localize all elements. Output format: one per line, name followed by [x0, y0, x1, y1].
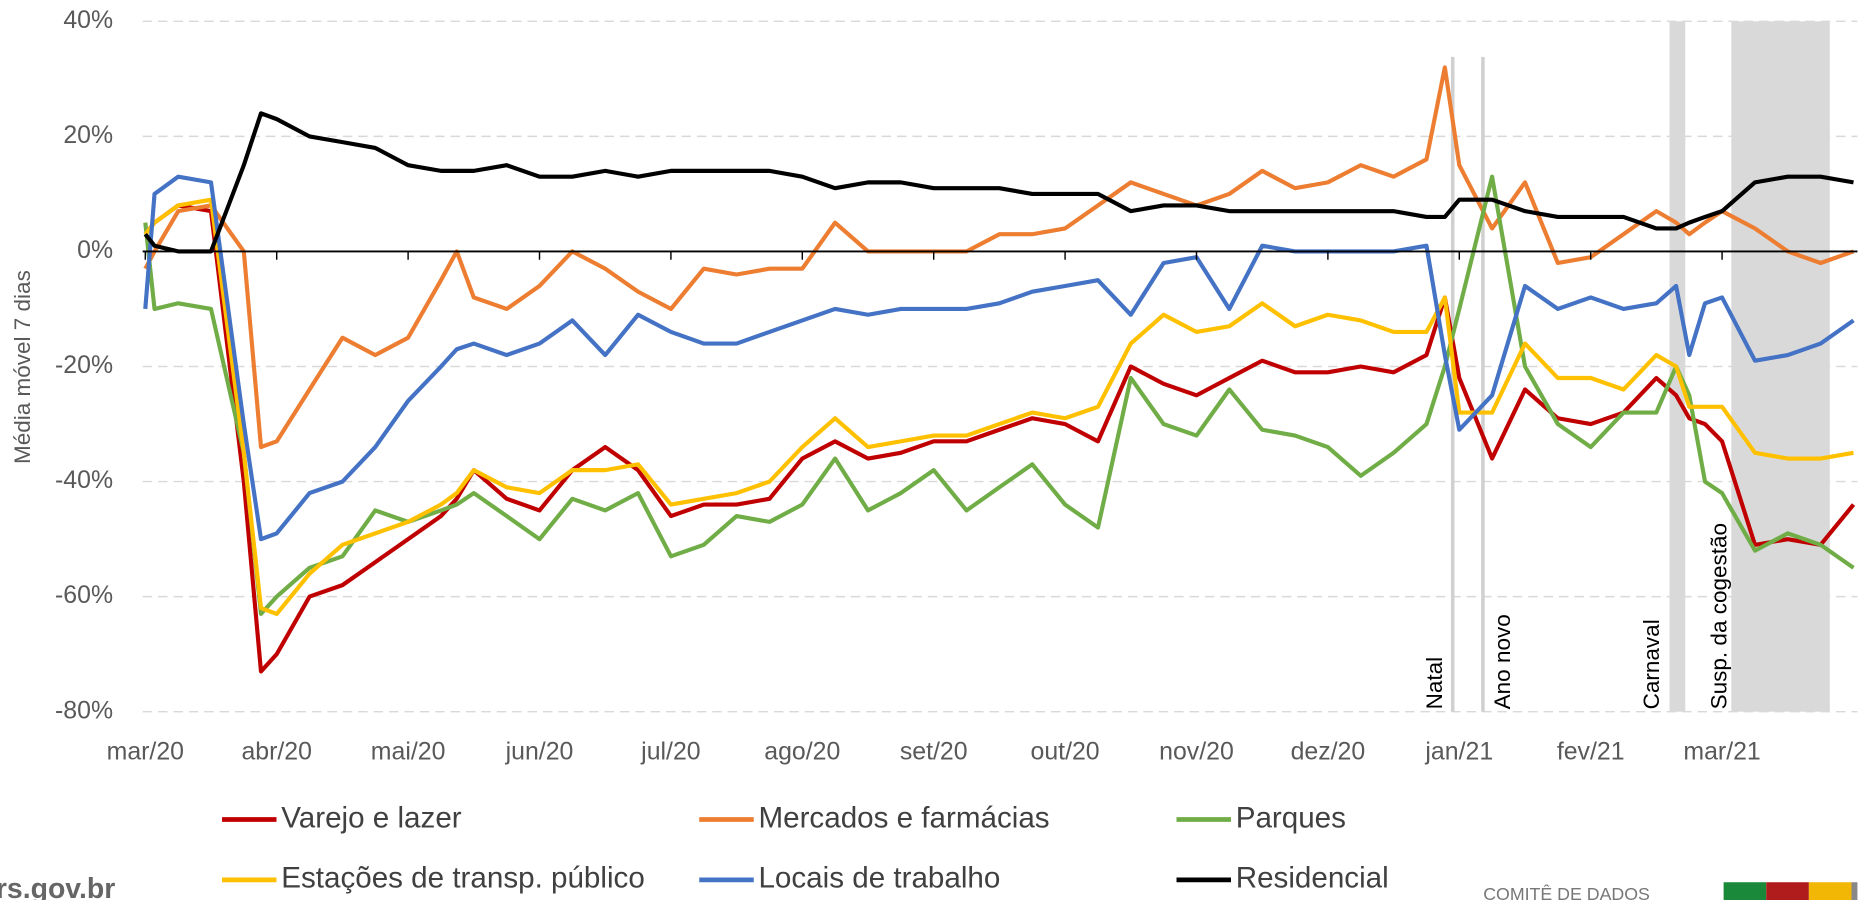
- x-tick-label: mar/21: [1683, 738, 1760, 766]
- x-tick-label: jul/20: [640, 738, 700, 766]
- flag-stripe: [1808, 882, 1852, 900]
- x-tick-label: mai/20: [371, 738, 446, 766]
- event-label: Natal: [1422, 657, 1447, 710]
- y-tick-label: -40%: [55, 466, 113, 494]
- x-tick-label: jun/20: [505, 738, 574, 766]
- x-tick-label: out/20: [1031, 738, 1100, 766]
- legend-label: Parques: [1236, 801, 1346, 834]
- x-tick-label: abr/20: [241, 738, 312, 766]
- legend-label: Locais de trabalho: [758, 862, 1000, 895]
- flag-stripe: [1723, 882, 1767, 900]
- y-tick-label: -20%: [55, 351, 113, 379]
- line-layer: [143, 65, 1856, 674]
- footer-committee: COMITÊ DE DADOS: [1483, 883, 1650, 900]
- series-line: [143, 174, 1855, 542]
- series-line: [143, 111, 1854, 254]
- legend-label: Mercados e farmácias: [758, 801, 1049, 834]
- x-tick-label: set/20: [900, 738, 968, 766]
- grid-layer: [142, 20, 1858, 713]
- y-tick-label: -60%: [55, 581, 113, 609]
- flag-stripe: [1766, 882, 1809, 900]
- legend-label: Residencial: [1236, 862, 1389, 895]
- legend-label: Varejo e lazer: [281, 801, 462, 834]
- y-axis-label: Média móvel 7 dias: [10, 270, 35, 464]
- footer-site: rs.gov.br: [0, 873, 115, 900]
- x-tick-label: dez/20: [1291, 738, 1366, 766]
- x-tick-label: nov/20: [1159, 738, 1234, 766]
- series-line: [143, 197, 1854, 616]
- event-label: Susp. da cogestão: [1707, 523, 1732, 709]
- y-tick-label: -80%: [55, 696, 113, 724]
- y-tick-label: 0%: [77, 236, 113, 264]
- event-label: Carnaval: [1639, 619, 1664, 709]
- y-tick-label: 40%: [63, 6, 113, 34]
- legend: Varejo e lazer Mercados e farmácias Parque…: [222, 801, 1389, 895]
- annotation-layer: Natal Ano novo Carnaval Susp. da cogestão: [1422, 21, 1830, 712]
- x-tick-label: ago/20: [764, 738, 840, 766]
- flag-stripe: [1851, 882, 1858, 900]
- x-tick-label: mar/20: [107, 738, 184, 766]
- series-line: [143, 174, 1855, 616]
- y-tick-label: 20%: [63, 121, 113, 149]
- x-tick-label: jan/21: [1424, 738, 1493, 766]
- legend-label: Estações de transp. público: [281, 862, 645, 895]
- event-band: [1731, 21, 1830, 712]
- series-line: [143, 65, 1855, 450]
- event-label: Ano novo: [1490, 614, 1515, 709]
- series-line: [143, 203, 1856, 674]
- axis-layer: -80% -60% -40% -20% 0% 20% 40% mar/20 abr/20 mai/…: [55, 6, 1858, 766]
- x-tick-label: fev/21: [1557, 738, 1625, 766]
